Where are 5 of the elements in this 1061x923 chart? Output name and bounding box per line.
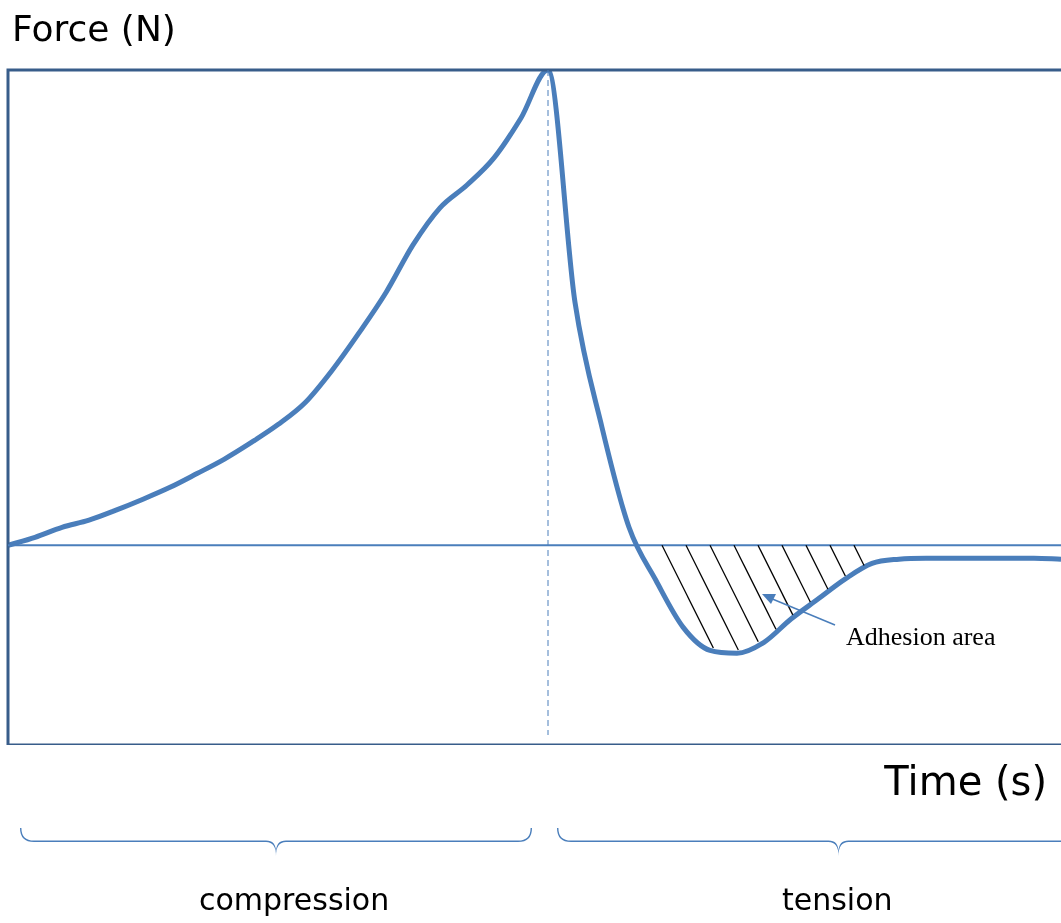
text: tension <box>782 882 893 917</box>
annotation: Adhesion area <box>846 621 996 651</box>
x-axis-title: Time (s) <box>884 758 1047 804</box>
text: compression <box>199 882 390 917</box>
y-axis-title: Force (N) <box>12 8 176 49</box>
